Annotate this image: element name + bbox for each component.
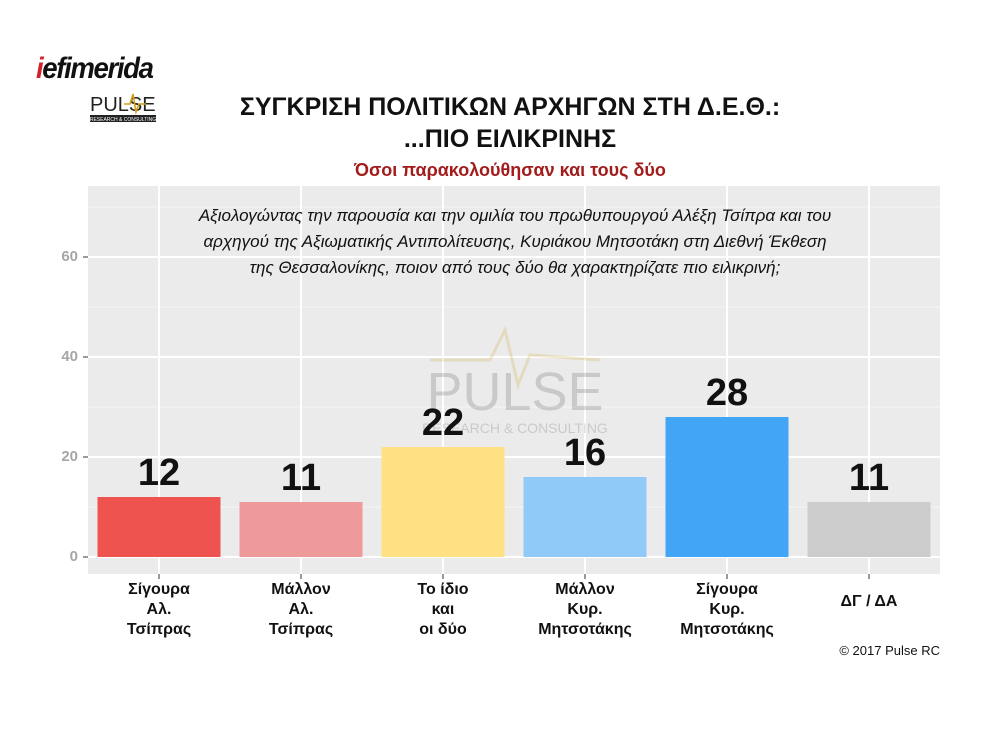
x-category-label-line: Μητσοτάκης	[538, 621, 632, 638]
x-category-label-line: Αλ.	[288, 601, 314, 618]
iefimerida-logo: iefimerida	[36, 52, 154, 85]
bar	[665, 417, 789, 557]
iefimerida-pulse-logo: iefimerida PULSE RESEARCH & CONSULTING	[36, 52, 166, 123]
y-tick-label: 0	[69, 548, 78, 565]
x-category-label: ΔΓ / ΔΑ	[804, 592, 934, 612]
chart-title-line2: ...ΠΙΟ ΕΙΛΙΚΡΙΝΗΣ	[403, 125, 617, 153]
x-category-label-line: Κυρ.	[567, 601, 603, 618]
svg-text:PULSE: PULSE	[90, 94, 156, 116]
x-category-label: Το ίδιο και οι δύο	[378, 580, 508, 640]
pulse-logo: PULSE RESEARCH & CONSULTING	[90, 93, 156, 123]
bar	[807, 502, 931, 557]
bar	[523, 477, 647, 557]
bar-value-label: 22	[422, 402, 464, 444]
chart-title-line1: ΣΥΓΚΡΙΣΗ ΠΟΛΙΤΙΚΩΝ ΑΡΧΗΓΩΝ ΣΤΗ Δ.Ε.Θ.:	[239, 93, 781, 121]
plot-panel	[88, 186, 940, 574]
bar	[239, 502, 363, 557]
x-category-label: Μάλλον Κυρ. Μητσοτάκης	[520, 580, 650, 640]
x-category-label-line: Αλ.	[146, 601, 172, 618]
x-category-label-line: Τσίπρας	[268, 621, 334, 638]
x-category-label-line: Μητσοτάκης	[680, 621, 774, 638]
y-tick-label: 20	[61, 448, 78, 465]
bar-value-label: 12	[138, 452, 180, 494]
x-category-label-line: Μάλλον	[271, 581, 331, 598]
x-category-label: Σίγουρα Αλ. Τσίπρας	[94, 580, 224, 640]
chart-subtitle: Όσοι παρακολούθησαν και τους δύο	[354, 160, 666, 180]
bar	[381, 447, 505, 557]
x-category-label-line: ΔΓ / ΔΑ	[840, 593, 898, 610]
bar-value-label: 11	[849, 457, 889, 499]
question-line-3: της Θεσσαλονίκης, ποιον από τους δύο θα …	[249, 258, 781, 277]
x-category-label-line: Μάλλον	[555, 581, 615, 598]
svg-text:RESEARCH & CONSULTING: RESEARCH & CONSULTING	[422, 420, 608, 436]
bar-value-label: 16	[564, 432, 606, 474]
y-tick-label: 60	[61, 248, 78, 265]
x-category-label-line: οι δύο	[419, 621, 467, 638]
x-category-label-line: και	[431, 601, 455, 618]
svg-text:RESEARCH & CONSULTING: RESEARCH & CONSULTING	[90, 117, 156, 123]
question-line-2: αρχηγού της Αξιωματικής Αντιπολίτευσης, …	[203, 232, 827, 251]
bar-value-label: 28	[706, 372, 748, 414]
x-category-label-line: Τσίπρας	[126, 621, 192, 638]
x-category-label-line: Το ίδιο	[417, 581, 469, 598]
copyright-credit: © 2017 Pulse RC	[839, 643, 940, 658]
x-category-label-line: Κυρ.	[709, 601, 745, 618]
x-category-label: Σίγουρα Κυρ. Μητσοτάκης	[662, 580, 792, 640]
pulse-watermark: PULSE RESEARCH & CONSULTING	[422, 325, 608, 436]
x-category-label-line: Σίγουρα	[696, 581, 758, 598]
x-category-label-line: Σίγουρα	[128, 581, 190, 598]
bar	[97, 497, 221, 557]
svg-text:PULSE: PULSE	[426, 362, 603, 422]
question-line-1: Αξιολογώντας την παρουσία και την ομιλία…	[198, 206, 832, 225]
bar-value-label: 11	[281, 457, 321, 499]
x-category-label: Μάλλον Αλ. Τσίπρας	[236, 580, 366, 640]
y-tick-label: 40	[61, 348, 78, 365]
